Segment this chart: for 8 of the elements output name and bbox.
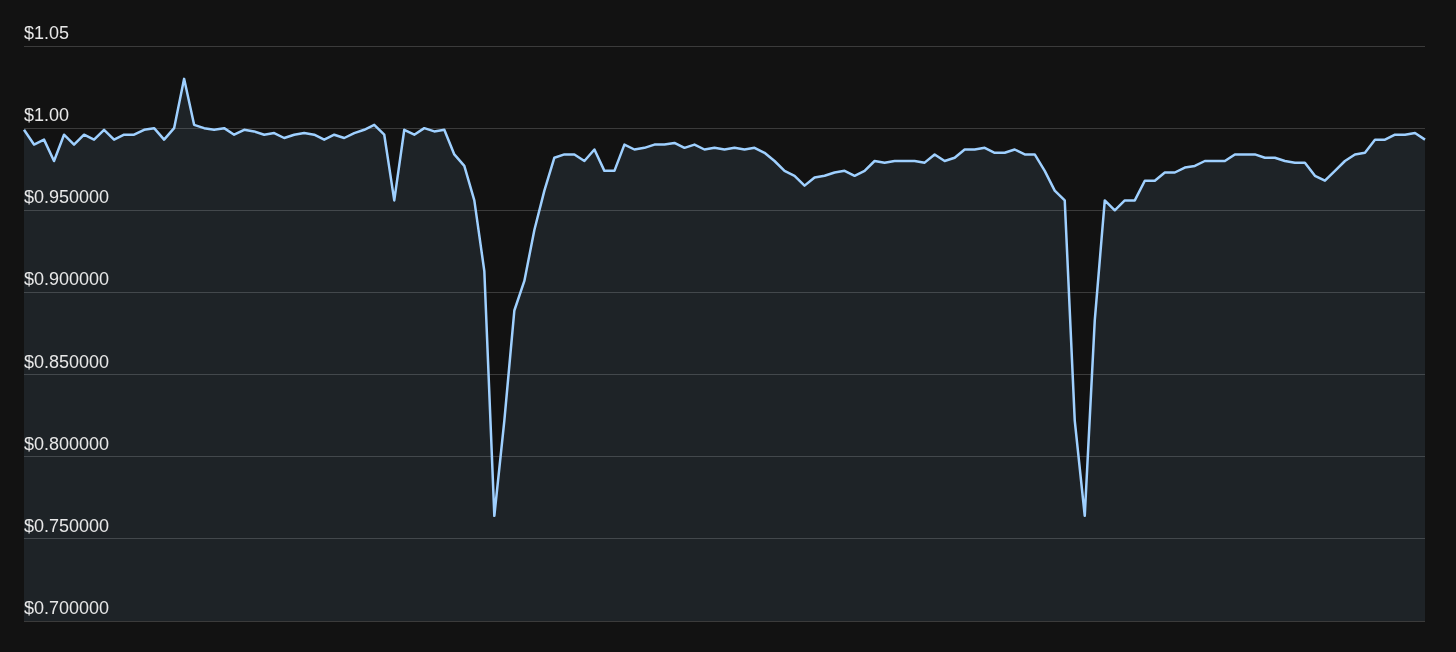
- y-tick-label: $0.900000: [24, 269, 110, 290]
- y-tick-label: $0.950000: [24, 187, 110, 208]
- y-tick-label: $0.800000: [24, 433, 110, 454]
- y-tick-label: $0.850000: [24, 351, 110, 372]
- y-tick-label: $0.750000: [24, 515, 110, 536]
- y-tick-label: $1.00: [24, 105, 70, 126]
- y-tick-label: $0.700000: [24, 597, 110, 618]
- y-tick-label: $1.05: [24, 22, 70, 43]
